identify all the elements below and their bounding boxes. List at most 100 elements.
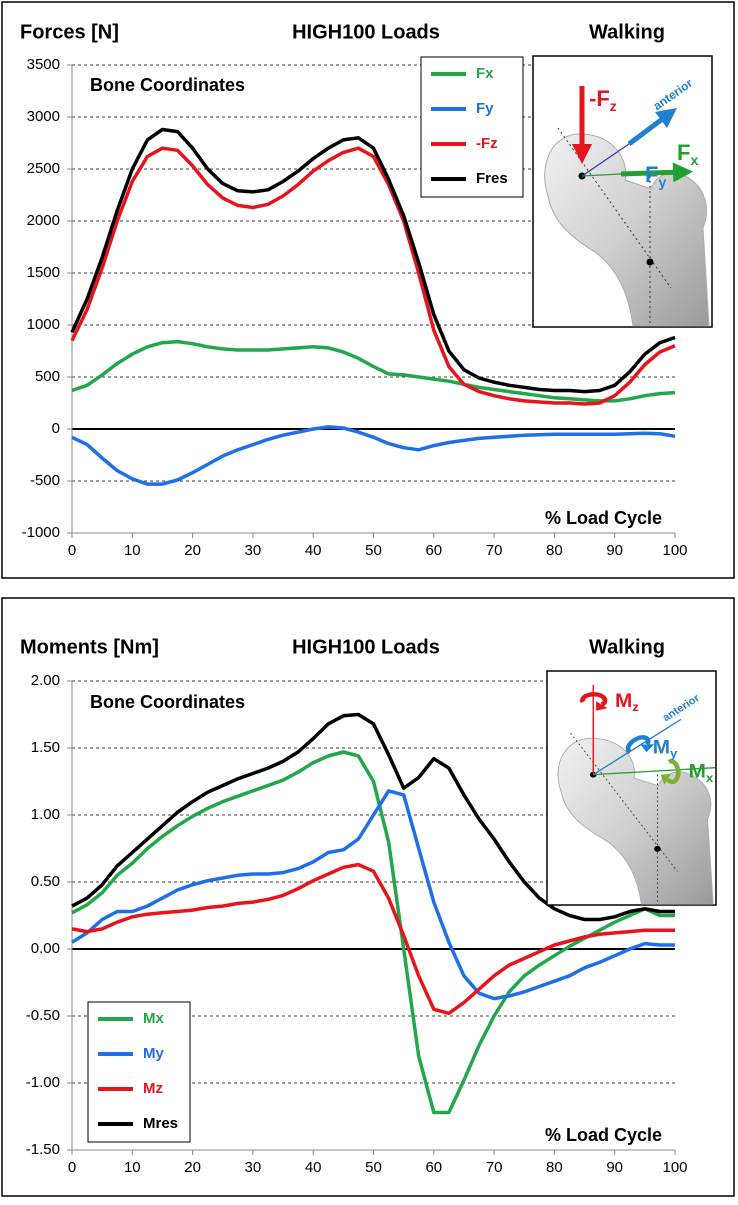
label-base: -F bbox=[589, 86, 610, 111]
x-tick-label: 0 bbox=[68, 1159, 76, 1176]
x-tick-label: 50 bbox=[365, 1159, 382, 1176]
moment-axis bbox=[593, 767, 716, 776]
y-tick-label: 1000 bbox=[27, 316, 60, 333]
label-base: M bbox=[653, 737, 670, 758]
x-tick-label: 10 bbox=[124, 542, 141, 559]
y-tick-label: -1.50 bbox=[26, 1141, 60, 1158]
y-tick-label: -0.50 bbox=[26, 1007, 60, 1024]
data-line bbox=[71, 712, 675, 922]
moment-arrowhead bbox=[660, 773, 671, 785]
moment-arrowhead bbox=[596, 701, 608, 711]
y-tick-label: 0.50 bbox=[31, 873, 60, 890]
annotation: Bone Coordinates bbox=[90, 692, 245, 712]
moment-curl bbox=[625, 735, 651, 755]
data-line bbox=[71, 750, 675, 1115]
force-thin bbox=[581, 143, 630, 177]
inset-label: My bbox=[653, 737, 678, 760]
legend-label: Fy bbox=[476, 100, 494, 117]
chart-subtitle: HIGH100 Loads bbox=[292, 636, 440, 658]
label-base: M bbox=[615, 691, 632, 712]
y-tick-label: 2000 bbox=[27, 212, 60, 229]
x-tick-label: 30 bbox=[245, 1159, 262, 1176]
inset-label: Mz bbox=[615, 691, 639, 714]
x-tick-label: 80 bbox=[546, 1159, 563, 1176]
x-tick-label: 90 bbox=[606, 542, 623, 559]
legend-label: My bbox=[143, 1045, 164, 1062]
y-tick-label: -1.00 bbox=[26, 1074, 60, 1091]
x-tick-label: 100 bbox=[662, 542, 687, 559]
label-sub: z bbox=[610, 98, 617, 114]
legend-label: Mz bbox=[143, 1080, 163, 1097]
legend: Fx Fy -Fz Fres bbox=[420, 56, 524, 198]
x-axis-label: % Load Cycle bbox=[545, 508, 662, 528]
data-line bbox=[71, 789, 675, 1001]
chart-subtitle: HIGH100 Loads bbox=[292, 21, 440, 43]
x-tick-label: 50 bbox=[365, 542, 382, 559]
label-sub: z bbox=[632, 701, 639, 714]
label-base: F bbox=[645, 162, 658, 187]
inset-label: Mx bbox=[689, 762, 714, 785]
label-base: M bbox=[689, 762, 706, 783]
x-axis-label: % Load Cycle bbox=[545, 1125, 662, 1145]
data-line bbox=[70, 146, 676, 406]
x-tick-label: 60 bbox=[425, 542, 442, 559]
x-tick-label: 90 bbox=[606, 1159, 623, 1176]
legend-label: Fx bbox=[476, 65, 494, 82]
y-tick-label: 1500 bbox=[27, 264, 60, 281]
legend-box bbox=[420, 56, 524, 198]
label-base: F bbox=[677, 140, 690, 165]
center-dot bbox=[646, 258, 654, 266]
label-sub: y bbox=[670, 747, 677, 760]
moment-curl bbox=[580, 692, 608, 707]
inset-label: Fx bbox=[677, 140, 698, 168]
y-tick-label: 3000 bbox=[27, 108, 60, 125]
chart-title: Forces [N] bbox=[20, 21, 119, 43]
data-line bbox=[70, 127, 676, 394]
y-tick-label: 3500 bbox=[27, 56, 60, 73]
y-tick-label: 0 bbox=[52, 420, 60, 437]
legend-label: -Fz bbox=[476, 135, 498, 152]
legend-box bbox=[87, 1001, 191, 1143]
x-tick-label: 100 bbox=[662, 1159, 687, 1176]
legend-label: Fres bbox=[476, 170, 508, 187]
y-tick-label: 2.00 bbox=[31, 672, 60, 689]
moment-arrowhead bbox=[640, 744, 655, 753]
y-tick-label: 1.50 bbox=[31, 739, 60, 756]
inset-label: -Fz bbox=[589, 86, 617, 114]
x-tick-label: 40 bbox=[305, 1159, 322, 1176]
annotation: Bone Coordinates bbox=[90, 75, 245, 95]
force-thin bbox=[581, 173, 622, 177]
y-tick-label: 500 bbox=[35, 368, 60, 385]
x-tick-label: 60 bbox=[425, 1159, 442, 1176]
inset-label: Fy bbox=[645, 162, 666, 190]
x-tick-label: 10 bbox=[124, 1159, 141, 1176]
y-tick-label: -500 bbox=[30, 472, 60, 489]
label-sub: y bbox=[658, 174, 666, 190]
x-tick-label: 30 bbox=[245, 542, 262, 559]
data-line bbox=[71, 425, 676, 486]
x-tick-label: 70 bbox=[486, 1159, 503, 1176]
label-sub: x bbox=[690, 152, 698, 168]
legend-label: Mx bbox=[143, 1010, 164, 1027]
y-tick-label: 0.00 bbox=[31, 940, 60, 957]
x-tick-label: 20 bbox=[184, 542, 201, 559]
chart-title: Moments [Nm] bbox=[20, 636, 159, 658]
label-sub: x bbox=[706, 772, 713, 785]
y-tick-label: 2500 bbox=[27, 160, 60, 177]
x-tick-label: 20 bbox=[184, 1159, 201, 1176]
x-tick-label: 80 bbox=[546, 542, 563, 559]
moment-curl bbox=[665, 759, 681, 785]
y-tick-label: 1.00 bbox=[31, 806, 60, 823]
data-line bbox=[71, 339, 676, 403]
y-tick-label: -1000 bbox=[22, 524, 60, 541]
force-arrow bbox=[620, 162, 693, 183]
x-tick-label: 0 bbox=[68, 542, 76, 559]
x-tick-label: 70 bbox=[486, 542, 503, 559]
x-tick-label: 40 bbox=[305, 542, 322, 559]
force-arrow bbox=[627, 108, 677, 146]
condition-label: Walking bbox=[589, 21, 665, 43]
center-dot bbox=[654, 845, 661, 852]
legend: Mx My Mz Mres bbox=[87, 1001, 191, 1143]
moment-axis bbox=[592, 718, 682, 776]
